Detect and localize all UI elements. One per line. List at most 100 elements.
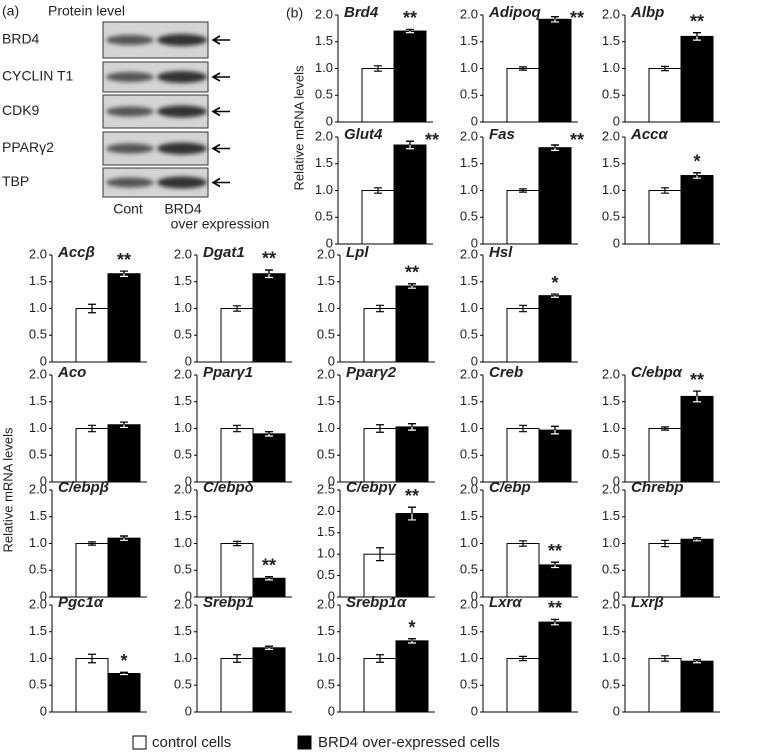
y-tick-label: 0	[613, 473, 620, 488]
chart-title: Hsl	[489, 244, 513, 261]
error-bar	[233, 424, 241, 433]
bar	[393, 30, 427, 123]
bar	[395, 513, 429, 598]
y-tick-label: 0.5	[29, 327, 47, 342]
error-bar	[661, 655, 669, 662]
y-tick-label: 0.5	[602, 209, 620, 224]
panel-label: (a)	[2, 3, 19, 19]
y-tick-label: 1.0	[460, 182, 478, 197]
error-bar-cap	[551, 425, 559, 431]
y-tick-label: 0.5	[602, 87, 620, 102]
chart-title: C/ebpγ	[346, 479, 398, 496]
y-tick-label: 1.5	[317, 524, 335, 539]
y-tick-label: 2.0	[315, 128, 333, 143]
y-tick-label: 0.5	[602, 447, 620, 462]
error-bar	[519, 304, 527, 313]
y-tick-label: 1.0	[315, 60, 333, 75]
y-tick-label: 1.0	[174, 535, 192, 550]
error-bar	[661, 426, 669, 431]
error-bar-cap	[408, 423, 416, 427]
bar	[75, 658, 109, 713]
chart-title: Adipoq	[488, 4, 541, 21]
y-tick-label: 0.5	[29, 677, 47, 692]
bar	[506, 428, 540, 483]
error-bar-cap	[408, 506, 416, 514]
significance: **	[425, 130, 439, 150]
y-tick-label: 2.0	[602, 128, 620, 143]
error-bar-cap	[693, 32, 701, 37]
bar	[506, 543, 540, 598]
y-tick-label: 0.5	[460, 209, 478, 224]
band	[106, 72, 154, 82]
y-tick-label: 0.5	[602, 562, 620, 577]
y-tick-label: 0.5	[317, 327, 335, 342]
bar	[220, 428, 254, 483]
error-bar	[519, 66, 527, 71]
significance: **	[570, 8, 584, 28]
significance: **	[548, 598, 562, 618]
y-tick-label: 0.5	[460, 677, 478, 692]
significance: **	[690, 370, 704, 390]
arrow	[211, 35, 230, 45]
error-bar-cap	[693, 390, 701, 397]
y-tick-label: 0	[40, 353, 47, 368]
significance: **	[405, 486, 419, 506]
y-tick-label: 1.0	[460, 300, 478, 315]
chart-title: Aco	[57, 364, 86, 381]
y-tick-label: 0	[40, 588, 47, 603]
y-tick-label: 1.5	[602, 33, 620, 48]
error-bar	[661, 187, 669, 194]
y-tick-label: 0	[185, 703, 192, 718]
y-tick-label: 1.5	[460, 273, 478, 288]
y-tick-label: 1.5	[602, 623, 620, 638]
error-bar	[519, 655, 527, 662]
bar	[648, 68, 682, 123]
error-bar	[233, 654, 241, 663]
band	[157, 34, 207, 46]
row-label: TBP	[2, 173, 29, 189]
significance: **	[262, 249, 276, 269]
y-tick-label: 1.5	[29, 393, 47, 408]
y-tick-label: 0	[613, 588, 620, 603]
panel-label: (b)	[286, 5, 303, 21]
y-axis-label: Relative mRNA levels	[0, 427, 15, 552]
y-tick-label: 0.5	[174, 327, 192, 342]
bar	[220, 658, 254, 713]
y-tick-label: 0.5	[317, 567, 335, 582]
y-tick-label: 0.5	[317, 447, 335, 462]
band	[157, 142, 207, 155]
y-tick-label: 0	[326, 113, 333, 128]
y-tick-label: 2.0	[602, 366, 620, 381]
error-bar-cap	[408, 638, 416, 641]
y-tick-label: 0.5	[460, 562, 478, 577]
significance: **	[570, 130, 584, 150]
y-tick-label: 1.0	[460, 60, 478, 75]
bar	[252, 577, 286, 598]
chart-title: Chrebp	[631, 479, 684, 496]
y-tick-label: 0	[328, 473, 335, 488]
error-bar	[376, 654, 384, 663]
y-tick-label: 2.0	[174, 596, 192, 611]
bar	[680, 660, 714, 713]
legend-swatch	[297, 735, 312, 750]
bar	[107, 672, 141, 713]
bar	[220, 308, 254, 363]
y-tick-label: 1.0	[317, 546, 335, 561]
significance: **	[117, 250, 131, 270]
row-label: CDK9	[2, 102, 40, 118]
y-tick-label: 0	[185, 353, 192, 368]
y-tick-label: 1.0	[29, 300, 47, 315]
y-tick-label: 1.0	[317, 420, 335, 435]
error-bar-cap	[265, 269, 273, 274]
bar	[75, 308, 109, 363]
bar	[107, 424, 141, 483]
y-tick-label: 1.0	[174, 420, 192, 435]
y-tick-label: 0	[471, 353, 478, 368]
y-tick-label: 2.0	[602, 6, 620, 21]
error-bar	[519, 424, 527, 433]
y-tick-label: 2.0	[174, 246, 192, 261]
chart-title: C/ebpβ	[58, 479, 109, 496]
lane-label: BRD4	[164, 201, 202, 217]
y-tick-label: 0.5	[174, 562, 192, 577]
band	[106, 177, 154, 188]
